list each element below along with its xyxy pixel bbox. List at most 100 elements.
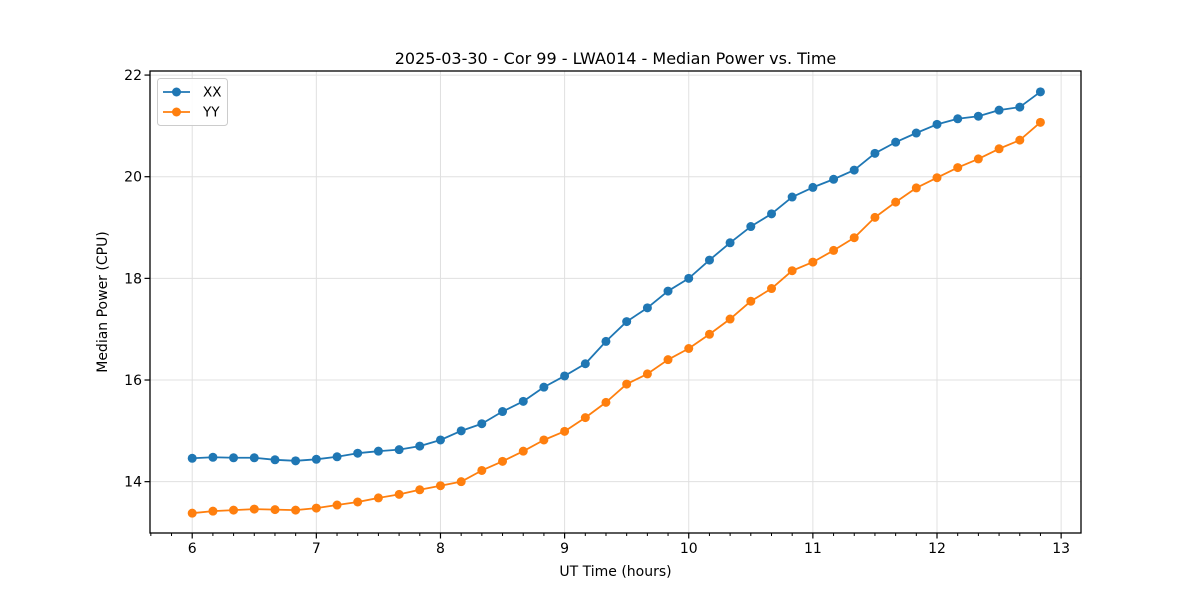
legend-marker-yy-icon	[172, 107, 181, 117]
data-point-xx	[456, 426, 466, 436]
data-point-yy	[849, 233, 859, 243]
data-point-yy	[808, 257, 818, 267]
data-point-xx	[622, 317, 632, 327]
plot-border	[149, 70, 1082, 534]
data-point-yy	[353, 497, 363, 507]
data-point-xx	[953, 114, 963, 124]
data-point-xx	[249, 453, 259, 463]
data-point-xx	[870, 148, 880, 158]
chart-title: 2025-03-30 - Cor 99 - LWA014 - Median Po…	[395, 49, 837, 68]
data-point-xx	[1035, 87, 1045, 97]
data-point-xx	[973, 111, 983, 121]
data-point-yy	[663, 355, 673, 365]
x-tick-label: 11	[804, 541, 822, 557]
data-point-yy	[580, 413, 590, 423]
data-point-yy	[704, 329, 714, 339]
data-point-xx	[911, 128, 921, 138]
data-point-yy	[291, 505, 301, 515]
x-tick-label: 12	[928, 541, 946, 557]
data-point-yy	[994, 144, 1004, 154]
data-point-yy	[767, 284, 777, 294]
data-point-xx	[849, 165, 859, 175]
y-tick-label: 16	[124, 373, 142, 389]
data-point-yy	[932, 173, 942, 183]
data-point-xx	[746, 222, 756, 232]
data-point-xx	[704, 255, 714, 265]
y-axis-label: Median Power (CPU)	[95, 231, 111, 373]
data-point-yy	[518, 446, 528, 456]
data-point-xx	[767, 209, 777, 219]
legend: XX YY	[157, 78, 228, 126]
data-point-yy	[229, 505, 239, 515]
series-xx-markers	[187, 87, 1045, 466]
y-tick-label: 14	[124, 475, 142, 491]
data-point-yy	[415, 485, 425, 495]
data-point-yy	[270, 505, 280, 515]
data-point-xx	[601, 336, 611, 346]
data-point-xx	[229, 453, 239, 463]
data-point-xx	[642, 303, 652, 313]
data-point-xx	[270, 455, 280, 465]
data-point-yy	[311, 503, 321, 513]
data-point-yy	[725, 314, 735, 324]
data-point-xx	[787, 192, 797, 202]
x-tick-label: 6	[188, 541, 197, 557]
data-point-xx	[684, 273, 694, 283]
data-point-xx	[580, 359, 590, 369]
data-point-yy	[539, 435, 549, 445]
data-point-xx	[311, 454, 321, 464]
data-point-xx	[415, 441, 425, 451]
data-point-xx	[208, 452, 218, 462]
x-axis-label: UT Time (hours)	[559, 564, 671, 580]
data-point-yy	[973, 154, 983, 164]
data-point-yy	[622, 379, 632, 389]
data-point-yy	[829, 245, 839, 255]
data-point-xx	[332, 452, 342, 462]
data-point-xx	[435, 435, 445, 445]
data-point-xx	[725, 238, 735, 248]
data-point-xx	[932, 119, 942, 129]
tick-label-layer: 6 7 8 9 10 11 12 13 14 16 18 20 22	[124, 68, 1070, 557]
x-tick-label: 10	[680, 541, 698, 557]
x-tick-label: 9	[560, 541, 569, 557]
data-point-yy	[601, 397, 611, 407]
data-point-xx	[353, 448, 363, 458]
data-point-yy	[187, 508, 197, 518]
data-point-xx	[829, 174, 839, 184]
legend-item-xx: XX	[163, 85, 222, 101]
data-point-xx	[394, 445, 404, 455]
data-point-yy	[746, 296, 756, 306]
grid-layer	[150, 71, 1081, 533]
data-point-yy	[208, 506, 218, 516]
data-point-xx	[477, 419, 487, 429]
data-point-yy	[911, 183, 921, 193]
data-point-xx	[498, 407, 508, 417]
data-point-yy	[498, 456, 508, 466]
data-point-yy	[477, 465, 487, 475]
data-point-yy	[1015, 135, 1025, 145]
x-tick-label: 13	[1052, 541, 1070, 557]
series-yy-line	[192, 121, 1041, 515]
data-point-yy	[249, 504, 259, 514]
data-point-yy	[560, 426, 570, 436]
data-point-yy	[642, 369, 652, 379]
data-point-xx	[291, 456, 301, 466]
data-point-yy	[394, 489, 404, 499]
data-point-yy	[1035, 117, 1045, 127]
data-point-yy	[332, 500, 342, 510]
data-point-xx	[373, 446, 383, 456]
data-point-xx	[994, 105, 1004, 115]
data-point-xx	[808, 182, 818, 192]
tick-layer	[144, 74, 1062, 539]
data-point-xx	[560, 371, 570, 381]
data-point-yy	[456, 477, 466, 487]
series-xx-line	[192, 91, 1041, 462]
data-point-xx	[539, 382, 549, 392]
data-point-yy	[787, 266, 797, 276]
data-point-xx	[663, 286, 673, 296]
data-point-yy	[870, 212, 880, 222]
x-tick-label: 8	[436, 541, 445, 557]
data-point-yy	[684, 344, 694, 354]
data-point-yy	[435, 481, 445, 491]
